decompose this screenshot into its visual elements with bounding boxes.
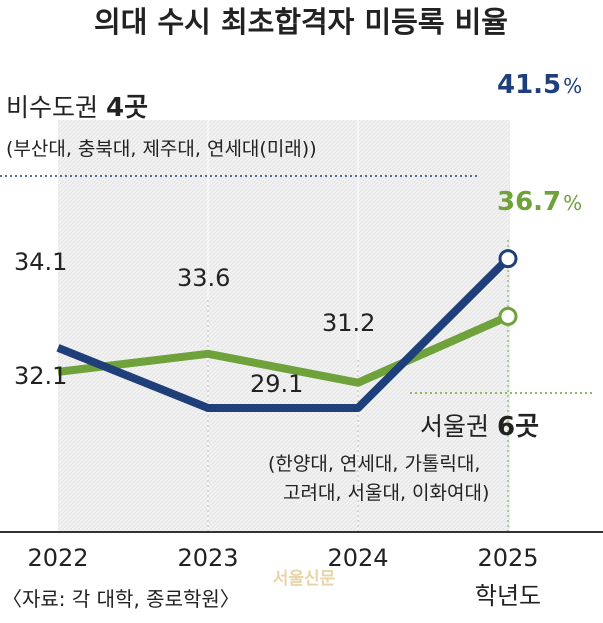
series-end-marker-non-capital [498, 249, 518, 269]
x-tick-label: 2024 [327, 544, 388, 572]
source-note: 〈자료: 각 대학, 종로학원〉 [2, 587, 240, 611]
x-tick-label: 2025 [477, 544, 538, 572]
data-label: 33.6 [177, 264, 230, 292]
legend-name: 서울권 [420, 412, 489, 441]
legend-members: (한양대, 연세대, 가톨릭대, [268, 453, 480, 475]
data-label: 31.2 [322, 309, 375, 337]
chart-title: 의대 수시 최초합격자 미등록 비율 [94, 5, 508, 39]
series-end-marker-seoul [498, 306, 518, 326]
legend-count: 4곳 [106, 93, 148, 123]
watermark: 서울신문 [273, 569, 336, 589]
x-axis-label: 학년도 [475, 582, 541, 610]
legend-count: 6곳 [497, 412, 539, 442]
legend-members: 고려대, 서울대, 이화여대) [283, 482, 489, 504]
legend-non-capital: 비수도권 4곳 [6, 93, 148, 123]
data-label: 34.1 [14, 248, 67, 276]
x-tick-label: 2023 [177, 544, 238, 572]
percent-unit: % [563, 191, 582, 215]
legend-seoul: 서울권 6곳 [420, 412, 539, 442]
legend-members: (부산대, 충북대, 제주대, 연세대(미래)) [6, 138, 317, 160]
percent-unit: % [563, 74, 582, 98]
data-label-final-non-capital: 41.5% [497, 70, 582, 100]
final-value: 36.7 [497, 187, 561, 217]
series-line-non-capital [56, 255, 511, 412]
data-label: 32.1 [14, 362, 67, 390]
data-label: 29.1 [250, 370, 303, 398]
final-value: 41.5 [497, 70, 561, 100]
x-tick-label: 2022 [27, 544, 88, 572]
data-label-final-seoul: 36.7% [497, 187, 582, 217]
legend-name: 비수도권 [6, 93, 98, 122]
series-line-seoul [57, 312, 510, 387]
